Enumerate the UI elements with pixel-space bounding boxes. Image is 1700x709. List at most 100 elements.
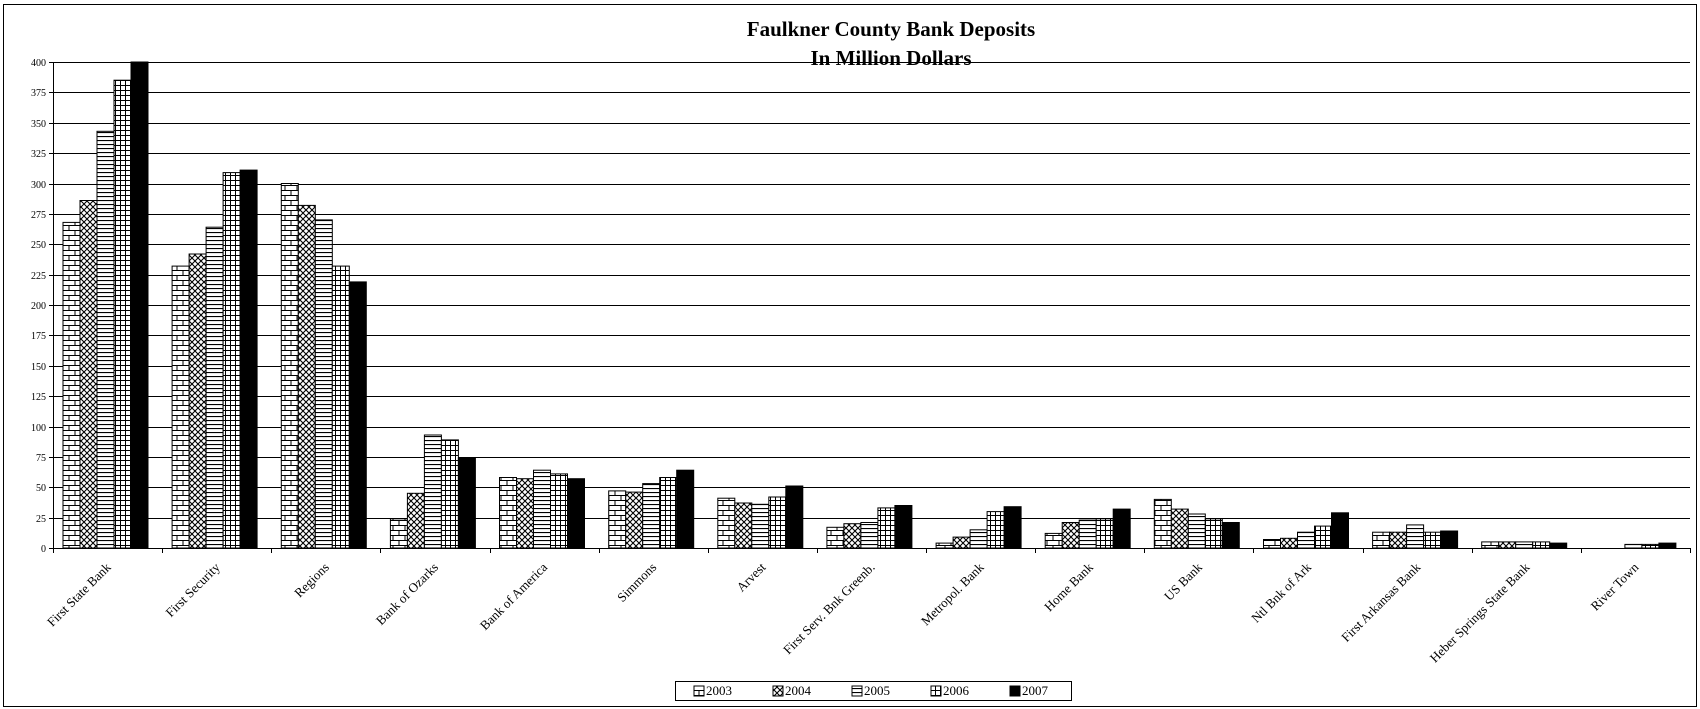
y-tick-label: 25	[36, 514, 46, 525]
bar-2003	[935, 542, 954, 549]
bar-2005	[1187, 513, 1206, 549]
legend-label: 2007	[1022, 683, 1049, 698]
category-label: Bank of Ozarks	[373, 560, 441, 628]
bar-2004	[516, 478, 534, 549]
y-tick-label: 225	[31, 271, 46, 282]
bar-2007	[130, 61, 149, 549]
bar-2006	[113, 79, 132, 549]
axes	[53, 62, 1691, 553]
bar-2004	[952, 536, 971, 549]
y-tick-label: 325	[31, 149, 46, 160]
bar-2006	[1423, 531, 1442, 549]
y-tick-label: 400	[31, 58, 46, 69]
category-label: US Bank	[1161, 559, 1205, 603]
bar-2003	[608, 490, 627, 549]
bar-2003	[1153, 498, 1172, 549]
legend-label: 2003	[706, 683, 732, 698]
y-tick-label: 275	[31, 210, 46, 221]
bar-2004	[1170, 508, 1189, 549]
bar-2006	[222, 172, 241, 549]
category-label: Arvest	[733, 559, 768, 594]
bar-2006	[331, 265, 350, 549]
chart-border	[3, 4, 1697, 707]
legend-swatch	[693, 685, 705, 697]
bar-2005	[1515, 541, 1534, 549]
category-label: First Security	[162, 559, 223, 620]
legend-label: 2004	[785, 683, 812, 698]
bar-2003	[389, 518, 408, 549]
legend-swatch	[772, 685, 784, 697]
bar-2007	[676, 469, 695, 549]
chart-subtitle: In Million Dollars	[810, 46, 971, 70]
bar-2007	[1003, 506, 1022, 549]
bar-2007	[785, 485, 804, 549]
bar-2004	[734, 502, 753, 549]
bar-2003	[1263, 539, 1281, 549]
bar-2007	[1112, 508, 1131, 549]
category-label: First Serv. Bnk Greenb.	[780, 560, 878, 658]
bar-2003	[717, 497, 736, 549]
category-label: Home Bank	[1041, 559, 1096, 614]
bar-2006	[659, 477, 678, 549]
bar-2005	[969, 529, 988, 549]
bar-2006	[1641, 543, 1660, 549]
bar-2006	[550, 473, 568, 549]
category-label: River Town	[1588, 559, 1642, 613]
bar-2006	[1532, 541, 1551, 549]
bar-2004	[625, 491, 644, 549]
bar-2006	[1095, 518, 1114, 549]
bar-2007	[348, 281, 367, 549]
y-tick-label: 75	[36, 453, 46, 464]
bar-2006	[1314, 525, 1332, 549]
bar-2005	[314, 219, 333, 549]
y-tick-label: 175	[31, 331, 46, 342]
bar-2004	[1498, 541, 1517, 549]
bar-2005	[642, 483, 661, 549]
legend-label: 2005	[864, 683, 890, 698]
bar-2005	[205, 226, 224, 549]
category-label: Bank of America	[477, 559, 551, 633]
y-tick-label: 350	[31, 119, 46, 130]
bar-2003	[499, 477, 517, 549]
bar-2004	[1061, 522, 1080, 549]
bar-2007	[1549, 542, 1568, 549]
bar-2006	[768, 496, 787, 549]
y-tick-label: 125	[31, 392, 46, 403]
bar-2006	[440, 439, 459, 549]
bar-2007	[1331, 512, 1349, 549]
bar-2005	[1297, 531, 1315, 549]
bar-2006	[877, 507, 896, 549]
category-label: Regions	[291, 560, 332, 601]
bar-2005	[96, 130, 115, 549]
category-label: Metropol. Bank	[918, 559, 987, 628]
bar-2004	[297, 204, 316, 549]
y-tick-label: 250	[31, 240, 46, 251]
y-tick-label: 375	[31, 88, 46, 99]
bar-2005	[1078, 519, 1097, 549]
bar-2006	[986, 511, 1005, 549]
y-tick-label: 200	[31, 301, 46, 312]
bar-2003	[1044, 532, 1063, 549]
bar-2007	[457, 457, 476, 549]
bar-2005	[751, 503, 770, 549]
bar-2007	[1658, 542, 1677, 549]
bar-2005	[1624, 543, 1643, 549]
y-tick-label: 100	[31, 423, 46, 434]
bar-2005	[423, 434, 442, 549]
bar-2004	[79, 200, 98, 549]
bar-2007	[1221, 522, 1240, 549]
bar-2005	[533, 469, 551, 549]
bar-2004	[188, 253, 207, 549]
chart-title: Faulkner County Bank Deposits	[747, 17, 1035, 41]
category-label: Ntl Bnk of Ark	[1248, 559, 1314, 625]
y-axis-ticks: 0 25 50 75 100 125 150 175 200 225 250 275 300 325 350…	[31, 58, 53, 555]
bar-2004	[1280, 537, 1298, 549]
bar-2004	[1389, 531, 1408, 549]
bar-2003	[1372, 531, 1391, 549]
bar-2003	[1481, 541, 1500, 549]
bar-2004	[406, 492, 425, 549]
category-label: First State Bank	[44, 559, 114, 629]
bar-2007	[567, 478, 585, 549]
